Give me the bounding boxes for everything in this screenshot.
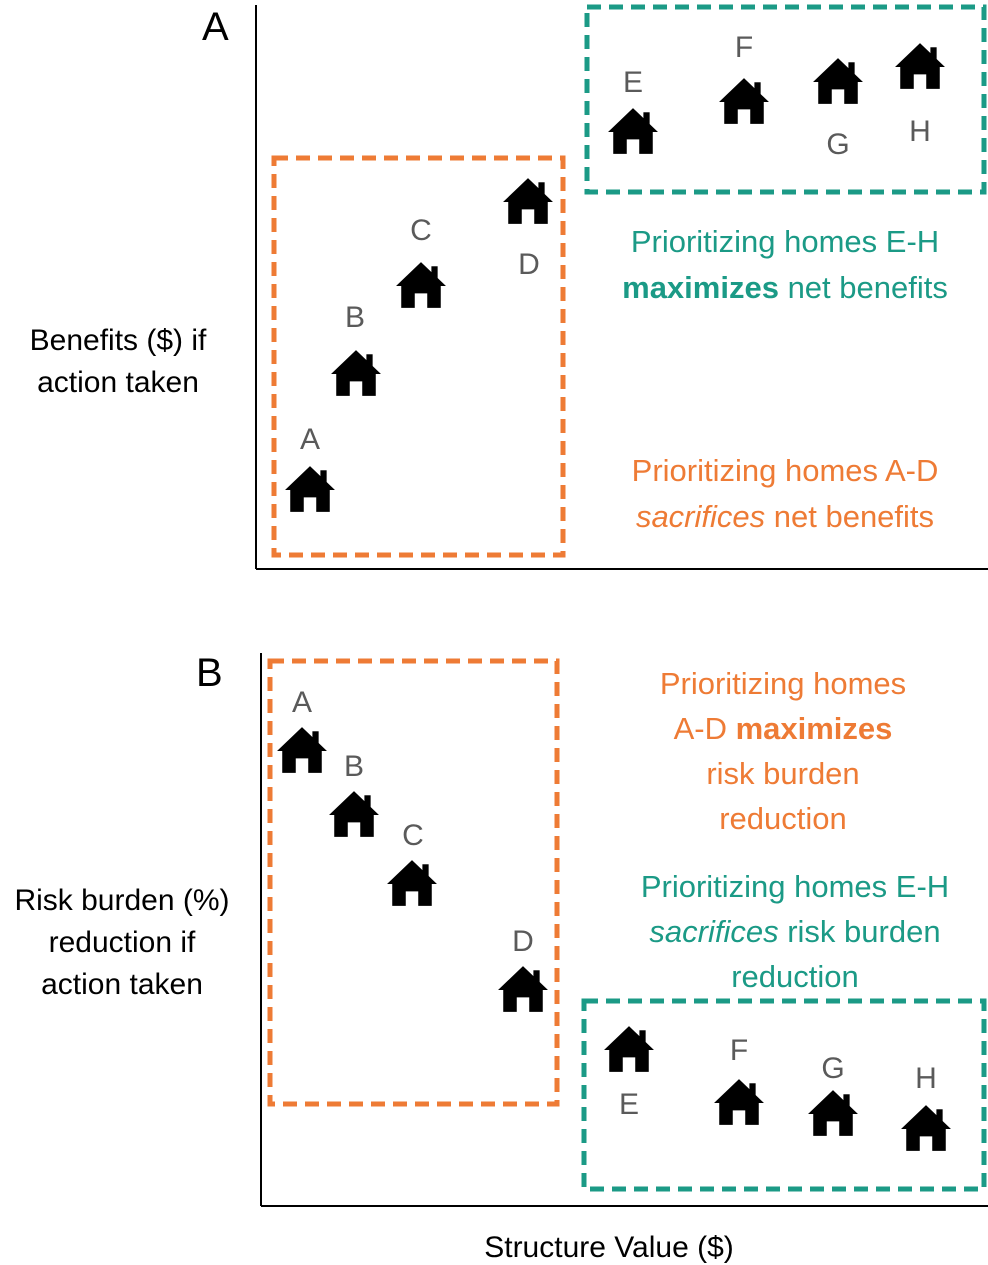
house-label-b: B <box>345 301 365 334</box>
house-icon <box>277 727 327 773</box>
house-icon <box>714 1079 764 1125</box>
house-icon <box>604 1026 654 1072</box>
house-icon <box>285 466 335 512</box>
panel-a: A Benefits ($) if action taken A B C D E… <box>30 4 988 570</box>
panel-a-teal-annotation-line1: Prioritizing homes E-H <box>631 224 939 259</box>
house-label-b: B <box>344 750 364 783</box>
house-label-d: D <box>518 248 540 281</box>
panel-b-ylabel-line1: Risk burden (%) <box>14 884 229 917</box>
panel-b-teal-annotation-line2: sacrifices risk burden <box>649 914 940 949</box>
panel-b-letter: B <box>196 651 223 695</box>
house-label-d: D <box>512 925 534 958</box>
house-label-f: F <box>730 1034 748 1067</box>
panel-b-orange-annotation-line1: Prioritizing homes <box>660 666 906 701</box>
panel-a-orange-annotation-line2: sacrifices net benefits <box>636 499 934 534</box>
panel-a-teal-annotation-line2: maximizes net benefits <box>622 270 948 305</box>
house-icon <box>387 860 437 906</box>
house-icon <box>608 108 658 154</box>
house-icon <box>331 350 381 396</box>
panel-b-orange-annotation-line4: reduction <box>719 801 847 836</box>
panel-a-orange-box <box>271 155 566 558</box>
house-label-f: F <box>735 31 753 64</box>
panel-b-ylabel-line3: action taken <box>41 968 203 1001</box>
panel-a-orange-annotation-line1: Prioritizing homes A-D <box>632 453 939 488</box>
house-label-a: A <box>300 423 320 456</box>
house-label-a: A <box>292 686 312 719</box>
panel-b-teal-annotation-line3: reduction <box>731 959 859 994</box>
panel-a-ylabel-line1: Benefits ($) if <box>30 324 207 357</box>
panel-b: B Risk burden (%) reduction if action ta… <box>14 651 988 1207</box>
panel-a-ylabel-line2: action taken <box>37 366 199 399</box>
panel-b-orange-annotation-line2: A-D maximizes <box>674 711 893 746</box>
house-label-e: E <box>619 1088 639 1121</box>
house-icon <box>719 78 769 124</box>
house-label-h: H <box>909 115 931 148</box>
house-icon <box>329 791 379 837</box>
panel-b-orange-box <box>267 658 560 1107</box>
panel-b-ylabel-line2: reduction if <box>49 926 196 959</box>
panel-b-orange-annotation-line3: risk burden <box>706 756 859 791</box>
house-label-h: H <box>915 1062 937 1095</box>
x-axis-label: Structure Value ($) <box>484 1231 734 1264</box>
house-label-e: E <box>623 66 643 99</box>
house-label-g: G <box>826 128 849 161</box>
house-icon <box>396 262 446 308</box>
panel-b-teal-box <box>581 998 987 1192</box>
house-label-g: G <box>821 1052 844 1085</box>
panel-a-letter: A <box>202 5 229 49</box>
panel-b-teal-annotation-line1: Prioritizing homes E-H <box>641 869 949 904</box>
house-icon <box>503 178 553 224</box>
house-icon <box>498 966 548 1012</box>
house-label-c: C <box>410 214 432 247</box>
house-icon <box>813 58 863 104</box>
panel-a-teal-box <box>584 4 987 195</box>
house-icon <box>901 1105 951 1151</box>
house-icon <box>808 1090 858 1136</box>
house-label-c: C <box>402 819 424 852</box>
house-icon <box>895 43 945 89</box>
